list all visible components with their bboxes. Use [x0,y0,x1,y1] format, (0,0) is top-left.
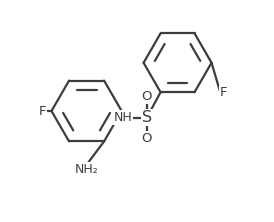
Text: S: S [142,110,152,125]
Text: F: F [220,86,227,99]
Text: NH₂: NH₂ [75,163,98,176]
Text: F: F [39,105,46,117]
Text: O: O [142,132,152,145]
Text: O: O [142,90,152,103]
Text: NH: NH [113,111,132,124]
